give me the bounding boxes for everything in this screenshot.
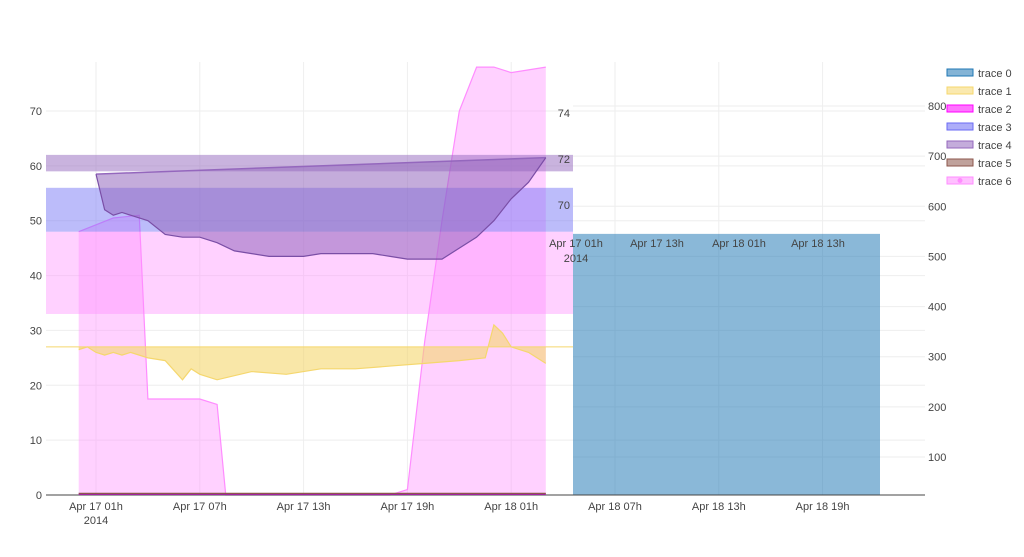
legend-label: trace 5 xyxy=(978,158,1012,170)
trace-4-line xyxy=(95,157,547,260)
y-tick-label-right: 500 xyxy=(928,251,946,263)
legend-label: trace 1 xyxy=(978,86,1012,98)
legend-label: trace 2 xyxy=(978,104,1012,116)
legend-item[interactable]: trace 4 xyxy=(946,140,1012,152)
y-tick-label-right: 100 xyxy=(928,452,946,464)
legend-item[interactable]: trace 6 xyxy=(946,176,1012,188)
y-tick-label-right: 400 xyxy=(928,302,946,314)
x-tick-label: Apr 18 13h xyxy=(692,501,746,513)
legend-label: trace 0 xyxy=(978,68,1012,80)
series-layer xyxy=(46,66,880,496)
trace-1-area xyxy=(78,324,546,380)
y-tick-label-left: 40 xyxy=(30,271,42,283)
legend-swatch xyxy=(946,104,974,113)
axis-layer: 0 10 20 30 40 50 60 70 100 200 300 400 500 600 700 800 A… xyxy=(30,101,947,527)
legend-swatch xyxy=(946,68,974,77)
inset-y-tick-label: 70 xyxy=(558,200,570,212)
y-tick-label-left: 10 xyxy=(30,435,42,447)
y-tick-label-left: 60 xyxy=(30,161,42,173)
legend-swatch xyxy=(946,140,974,149)
y-tick-label-right: 300 xyxy=(928,352,946,364)
trace-1-line xyxy=(78,323,547,381)
y-tick-label-right: 800 xyxy=(928,101,946,113)
x-tick-label: Apr 17 01h xyxy=(69,501,123,513)
legend-item[interactable]: trace 2 xyxy=(946,104,1012,116)
x-tick-label: Apr 18 07h xyxy=(588,501,642,513)
y-tick-label-right: 700 xyxy=(928,151,946,163)
legend-swatch xyxy=(946,122,974,131)
x-tick-label: Apr 18 19h xyxy=(796,501,850,513)
y-tick-label-left: 70 xyxy=(30,106,42,118)
x-tick-label: Apr 18 01h xyxy=(484,501,538,513)
x-tick-sublabel: 2014 xyxy=(84,515,108,527)
legend-item[interactable]: trace 1 xyxy=(946,86,1012,98)
x-tick-label: Apr 17 13h xyxy=(277,501,331,513)
trace-4-topline xyxy=(95,156,546,175)
legend-marker xyxy=(957,178,963,183)
legend-label: trace 4 xyxy=(978,140,1012,152)
legend-item[interactable]: trace 0 xyxy=(946,68,1012,80)
trace-4-area xyxy=(96,157,546,260)
inset-x-tick-label: Apr 18 13h xyxy=(791,238,845,250)
trace-6-area xyxy=(78,67,546,495)
legend-swatch xyxy=(946,86,974,95)
legend[interactable]: trace 0 trace 1 trace 2 trace 3 trace 4 trace… xyxy=(946,68,1012,188)
y-tick-label-left: 30 xyxy=(30,325,42,337)
y-tick-label-left: 50 xyxy=(30,216,42,228)
inset-x-tick-label: Apr 18 01h xyxy=(712,238,766,250)
x-tick-label: Apr 17 07h xyxy=(173,501,227,513)
legend-label: trace 3 xyxy=(978,122,1012,134)
y-tick-label-right: 600 xyxy=(928,201,946,213)
legend-item[interactable]: trace 3 xyxy=(946,122,1012,134)
inset-y-tick-label: 72 xyxy=(558,154,570,166)
inset-y-tick-label: 74 xyxy=(558,108,570,120)
inset-x-tick-label: Apr 17 01h xyxy=(549,238,603,250)
legend-item[interactable]: trace 5 xyxy=(946,158,1012,170)
inset-x-tick-sublabel: 2014 xyxy=(564,253,588,265)
x-tick-label: Apr 17 19h xyxy=(380,501,434,513)
y-tick-label-right: 200 xyxy=(928,402,946,414)
y-tick-label-left: 0 xyxy=(36,490,42,502)
y-tick-label-left: 20 xyxy=(30,380,42,392)
trace-0-area xyxy=(573,233,880,495)
legend-swatch xyxy=(946,158,974,167)
legend-label: trace 6 xyxy=(978,176,1012,188)
inset-x-tick-label: Apr 17 13h xyxy=(630,238,684,250)
